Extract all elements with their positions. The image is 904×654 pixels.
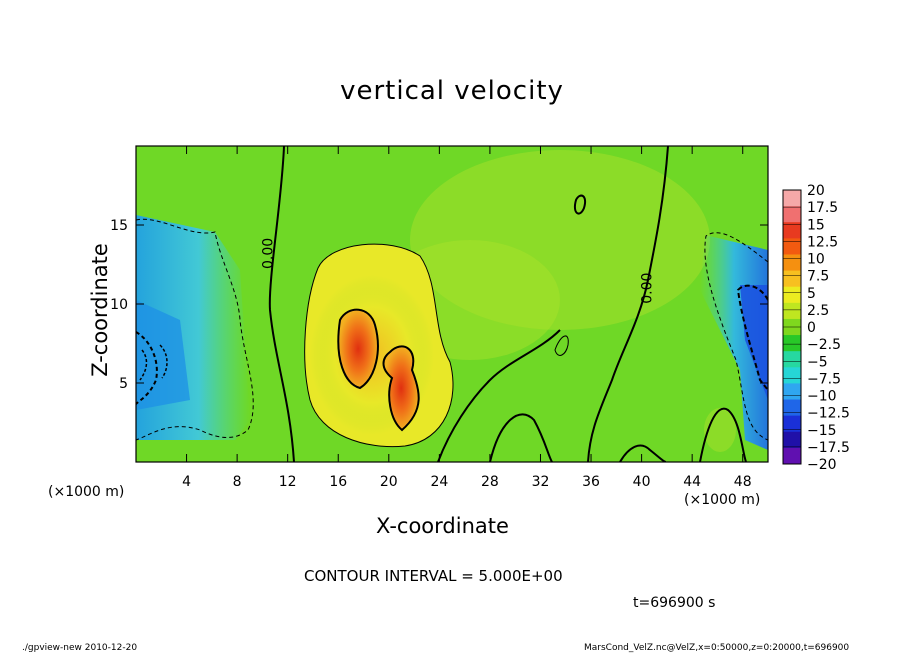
colorbar-swatch bbox=[783, 399, 801, 417]
footer-left: ./gpview-new 2010-12-20 bbox=[22, 643, 138, 653]
chart-title: vertical velocity bbox=[340, 76, 564, 106]
colorbar-swatch bbox=[783, 190, 801, 207]
y-tick-label: 15 bbox=[110, 218, 128, 234]
colorbar-swatch bbox=[783, 335, 801, 352]
y-tick-label: 10 bbox=[110, 297, 128, 313]
colorbar-label: −17.5 bbox=[807, 440, 850, 456]
contour-5 bbox=[304, 243, 454, 448]
zero-contour-br2 bbox=[619, 444, 667, 462]
colorbar-label: −10 bbox=[807, 389, 837, 405]
contour-label: 0.00 bbox=[640, 273, 656, 304]
colorbar-swatch bbox=[783, 286, 801, 304]
colorbar-label: −7.5 bbox=[807, 371, 841, 387]
colorbar-swatch bbox=[783, 383, 801, 401]
colorbar-label: −5 bbox=[807, 354, 828, 370]
zero-contour-lower bbox=[437, 329, 561, 462]
contour-neg5-left bbox=[136, 218, 254, 441]
colorbar-label: 10 bbox=[807, 252, 825, 268]
x-tick-label: 36 bbox=[582, 474, 600, 490]
colorbar-swatch bbox=[783, 351, 801, 368]
colorbar-label: 12.5 bbox=[807, 234, 838, 250]
x-axis-ticks: 4 8 12 16 20 24 28 32 36 40 44 48 bbox=[182, 146, 752, 490]
colorbar-swatch bbox=[783, 206, 801, 223]
zero-contour-left bbox=[268, 146, 295, 462]
x-tick-label: 4 bbox=[182, 474, 191, 490]
y-axis-ticks: 5 10 15 bbox=[110, 218, 768, 392]
colorbar-label: −20 bbox=[807, 457, 837, 473]
y-axis-label: Z-coordinate bbox=[88, 243, 112, 377]
colorbar-swatch bbox=[783, 367, 801, 384]
x-axis-label: X-coordinate bbox=[376, 514, 509, 538]
heatmap-field bbox=[136, 146, 768, 462]
x-tick-label: 8 bbox=[233, 474, 242, 490]
colorbar-swatch bbox=[783, 447, 801, 465]
colorbar-label: 5 bbox=[807, 286, 816, 302]
x-tick-label: 24 bbox=[430, 474, 448, 490]
x-tick-label: 48 bbox=[734, 474, 752, 490]
contour-lines bbox=[136, 146, 768, 462]
time-label: t=696900 s bbox=[633, 595, 716, 611]
contour-neg10-left bbox=[136, 331, 158, 405]
colorbar-label: 0 bbox=[807, 320, 816, 336]
footer-right: MarsCond_VelZ.nc@VelZ,x=0:50000,z=0:2000… bbox=[584, 643, 850, 653]
contour-labels: 0.00 0.00 bbox=[261, 238, 656, 304]
x-tick-label: 28 bbox=[481, 474, 499, 490]
x-tick-label: 44 bbox=[683, 474, 701, 490]
zero-contour-bottom bbox=[489, 413, 553, 462]
colorbar-swatch bbox=[783, 222, 801, 239]
contour-10-right bbox=[382, 345, 420, 432]
colorbar-label: −2.5 bbox=[807, 337, 841, 353]
contour-interval: CONTOUR INTERVAL = 5.000E+00 bbox=[304, 567, 563, 585]
colorbar-swatch bbox=[783, 302, 801, 320]
contour-label: 0.00 bbox=[261, 238, 277, 269]
y-tick-label: 5 bbox=[119, 376, 128, 392]
colorbar-label: −12.5 bbox=[807, 406, 850, 422]
colorbar-label: 2.5 bbox=[807, 303, 829, 319]
colorbar-label: −15 bbox=[807, 423, 837, 439]
colorbar-swatch bbox=[783, 254, 801, 272]
x-tick-label: 20 bbox=[380, 474, 398, 490]
x-tick-label: 32 bbox=[532, 474, 550, 490]
zero-contour-island bbox=[574, 194, 586, 215]
contour-neg10-right bbox=[736, 284, 768, 391]
colorbar-swatch bbox=[783, 431, 801, 449]
zero-contour-right bbox=[587, 146, 669, 462]
x-unit-label-right: (×1000 m) bbox=[684, 492, 761, 508]
x-tick-label: 16 bbox=[329, 474, 347, 490]
zero-contour-br bbox=[699, 407, 747, 462]
colorbar-swatch bbox=[783, 415, 801, 433]
colorbar-label: 20 bbox=[807, 183, 825, 199]
colorbar-swatch bbox=[783, 238, 801, 255]
x-unit-label-left: (×1000 m) bbox=[48, 484, 125, 500]
colorbar-label: 7.5 bbox=[807, 269, 829, 285]
colorbar-label: 15 bbox=[807, 217, 825, 233]
colorbar-swatch bbox=[783, 270, 801, 288]
x-tick-label: 40 bbox=[633, 474, 651, 490]
colorbar-label: 17.5 bbox=[807, 200, 838, 216]
contour-5-small bbox=[554, 335, 569, 356]
x-tick-label: 12 bbox=[279, 474, 297, 490]
contour-10-left bbox=[337, 308, 379, 390]
